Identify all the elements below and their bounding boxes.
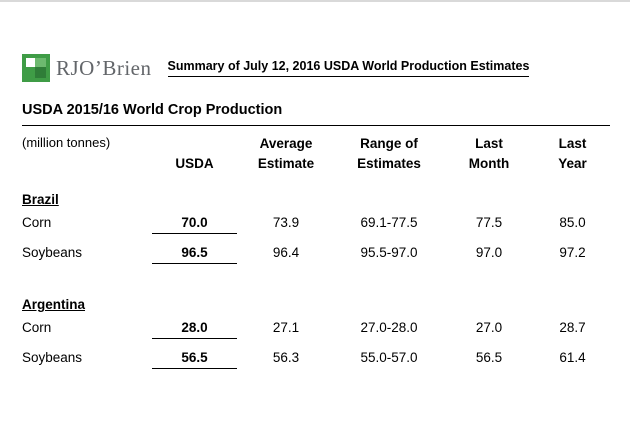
column-header-row: (million tonnes) USDA Average Estimate R… xyxy=(22,134,610,175)
last-year-value: 85.0 xyxy=(559,214,586,230)
row-label: Soybeans xyxy=(22,244,83,260)
column-header-usda: USDA xyxy=(175,155,214,171)
row-label: Corn xyxy=(22,214,52,230)
last-month-value: 97.0 xyxy=(475,244,503,260)
last-year-value: 28.7 xyxy=(559,319,586,335)
table-row: Corn 70.0 73.9 69.1-77.5 77.5 85.0 xyxy=(22,207,610,237)
range-of-estimates-value: 95.5-97.0 xyxy=(360,244,418,260)
table-row: Corn 28.0 27.1 27.0-28.0 27.0 28.7 xyxy=(22,312,610,342)
page-title: Summary of July 12, 2016 USDA World Prod… xyxy=(167,59,530,77)
unit-label: (million tonnes) xyxy=(22,135,111,150)
range-of-estimates-value: 55.0-57.0 xyxy=(360,349,418,365)
rjobrien-logo-icon xyxy=(22,54,50,82)
usda-value: 56.5 xyxy=(152,350,237,370)
brand-name: RJO’Brien xyxy=(56,55,152,80)
last-month-value: 27.0 xyxy=(475,319,503,335)
average-estimate-value: 56.3 xyxy=(272,349,300,365)
table-row: Soybeans 56.5 56.3 55.0-57.0 56.5 61.4 xyxy=(22,342,610,372)
column-header-range-of-estimates: Range of Estimates xyxy=(357,136,421,171)
last-year-value: 61.4 xyxy=(559,349,586,365)
last-year-value: 97.2 xyxy=(559,244,586,260)
rjobrien-logo: RJO’Brien xyxy=(22,54,152,82)
row-label: Soybeans xyxy=(22,349,83,365)
average-estimate-value: 96.4 xyxy=(272,244,300,260)
column-header-last-month: Last Month xyxy=(468,136,510,171)
usda-value: 96.5 xyxy=(152,245,237,265)
column-header-last-year: Last Year xyxy=(558,136,587,171)
row-label: Corn xyxy=(22,319,52,335)
header-divider xyxy=(22,125,610,126)
top-row: RJO’Brien Summary of July 12, 2016 USDA … xyxy=(22,54,610,82)
column-header-average-estimate: Average Estimate xyxy=(257,136,315,171)
last-month-value: 56.5 xyxy=(475,349,503,365)
range-of-estimates-value: 69.1-77.5 xyxy=(360,214,418,230)
range-of-estimates-value: 27.0-28.0 xyxy=(360,319,418,335)
section-header-brazil: Brazil xyxy=(22,192,59,208)
table-row: Soybeans 96.5 96.4 95.5-97.0 97.0 97.2 xyxy=(22,237,610,267)
usda-value: 28.0 xyxy=(152,320,237,340)
average-estimate-value: 73.9 xyxy=(272,214,300,230)
report-subtitle: USDA 2015/16 World Crop Production xyxy=(22,102,283,118)
last-month-value: 77.5 xyxy=(475,214,503,230)
average-estimate-value: 27.1 xyxy=(272,319,300,335)
usda-value: 70.0 xyxy=(152,215,237,235)
section-header-argentina: Argentina xyxy=(22,297,86,313)
